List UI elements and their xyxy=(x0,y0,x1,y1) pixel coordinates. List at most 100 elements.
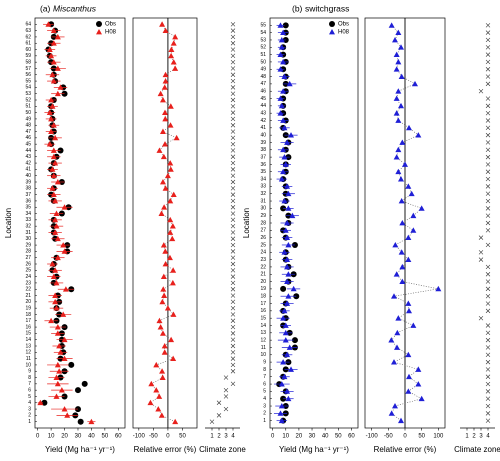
y-tick-label: 28 xyxy=(25,249,31,255)
y-tick-label: 40 xyxy=(25,173,31,179)
climate-zone-mark xyxy=(230,22,236,27)
model-point xyxy=(52,216,59,223)
relative-error-point xyxy=(415,366,422,372)
y-tick-label: 32 xyxy=(260,191,266,197)
relative-error-point xyxy=(162,185,169,191)
plot-frame xyxy=(132,17,198,429)
climate-zone-mark xyxy=(485,176,491,182)
model-point xyxy=(49,185,56,191)
relative-error-point xyxy=(393,66,400,72)
y-tick-label: 46 xyxy=(25,135,31,141)
model-point xyxy=(285,205,292,211)
relative-error-point xyxy=(395,58,402,65)
model-point xyxy=(52,292,59,298)
relative-error-point xyxy=(395,29,402,36)
climate-zone-mark xyxy=(485,308,491,314)
relative-error-point xyxy=(162,78,169,84)
y-tick-label: 26 xyxy=(25,261,31,267)
model-point xyxy=(53,393,60,399)
y-tick-label: 45 xyxy=(260,96,266,102)
y-tick-label: 30 xyxy=(25,236,31,242)
climate-zone-mark xyxy=(230,261,236,267)
model-point xyxy=(50,191,57,198)
x-tick-label: -100 xyxy=(366,434,379,440)
y-tick-label: 1 xyxy=(28,419,31,425)
relative-error-point xyxy=(405,183,412,189)
relative-error-point xyxy=(394,329,401,336)
relative-error-point xyxy=(159,21,166,27)
climate-zone-mark xyxy=(223,387,229,393)
climate-zone-mark xyxy=(230,179,236,185)
y-tick-label: 30 xyxy=(260,206,266,212)
model-point xyxy=(50,147,57,153)
relative-error-point xyxy=(170,267,177,273)
model-point xyxy=(49,103,56,109)
model-point xyxy=(88,418,95,425)
model-point xyxy=(54,90,61,97)
climate-zone-mark xyxy=(478,257,484,262)
model-point xyxy=(285,293,292,299)
climate-zone-mark xyxy=(230,249,236,254)
climate-zone-mark xyxy=(230,154,236,159)
relative-error-point xyxy=(164,305,171,311)
model-point xyxy=(48,128,55,134)
climate-zone-mark xyxy=(230,268,236,273)
y-tick-label: 13 xyxy=(25,343,31,349)
climate-zone-mark xyxy=(485,52,491,57)
x-tick-label: 10 xyxy=(282,434,289,440)
climate-zone-mark xyxy=(485,45,491,50)
y-tick-label: 51 xyxy=(260,52,266,58)
model-point xyxy=(53,223,60,229)
y-tick-label: 2 xyxy=(263,411,266,417)
climate-zone-mark xyxy=(223,394,229,399)
x-axis-label: Relative error (%) xyxy=(374,445,437,454)
climate-zone-mark xyxy=(230,53,236,59)
legend-marker xyxy=(96,29,102,35)
relative-error-point xyxy=(405,256,412,263)
relative-error-point xyxy=(399,139,406,145)
y-tick-label: 27 xyxy=(25,255,31,261)
model-point xyxy=(278,36,285,43)
y-tick-label: 7 xyxy=(263,374,266,380)
y-tick-label: 24 xyxy=(260,250,266,256)
x-tick-label: 4 xyxy=(231,434,235,440)
model-point xyxy=(54,380,61,387)
model-point xyxy=(280,117,287,123)
y-tick-label: 61 xyxy=(25,41,31,47)
climate-zone-mark xyxy=(485,389,491,394)
relative-error-point xyxy=(159,374,166,380)
y-tick-label: 44 xyxy=(260,103,266,109)
climate-zone-mark xyxy=(230,236,236,241)
relative-error-point xyxy=(399,220,406,226)
relative-error-point xyxy=(162,261,169,267)
climate-zone-mark xyxy=(485,374,491,379)
model-point xyxy=(284,388,291,394)
model-point xyxy=(52,134,59,141)
model-point xyxy=(278,176,285,182)
y-tick-label: 47 xyxy=(260,81,266,87)
y-tick-label: 14 xyxy=(260,323,266,329)
climate-zone-mark xyxy=(485,147,491,152)
model-point xyxy=(48,52,55,59)
relative-error-point xyxy=(392,403,398,409)
relative-error-point xyxy=(173,134,180,141)
relative-error-point xyxy=(393,95,400,101)
relative-error-point xyxy=(399,263,406,270)
climate-zone-mark xyxy=(485,403,491,409)
model-point xyxy=(57,84,64,90)
legend-marker xyxy=(329,21,335,27)
model-point xyxy=(50,172,57,179)
climate-zone-mark xyxy=(230,198,236,204)
y-tick-label: 5 xyxy=(28,394,31,400)
relative-error-point xyxy=(169,223,176,229)
x-tick-label: 3 xyxy=(224,434,228,440)
model-point xyxy=(50,40,57,46)
climate-zone-mark xyxy=(485,359,491,365)
model-point xyxy=(50,153,57,160)
relative-error-point xyxy=(161,343,168,349)
obs-point xyxy=(282,22,289,29)
model-point xyxy=(282,161,289,167)
climate-zone-mark xyxy=(230,312,236,317)
model-point xyxy=(280,29,287,36)
relative-error-point xyxy=(410,322,417,328)
